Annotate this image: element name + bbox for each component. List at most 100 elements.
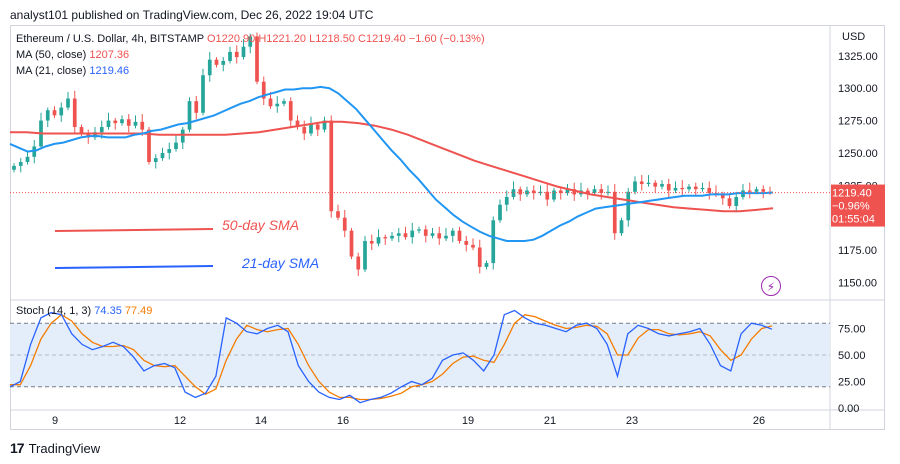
ma50-label[interactable]: MA (50, close) xyxy=(16,49,87,61)
candle-body xyxy=(194,101,199,113)
candle-body xyxy=(444,235,448,239)
candle-body xyxy=(599,189,604,194)
candle-body xyxy=(174,142,178,150)
candle-body xyxy=(201,75,205,113)
annotation-50-sma-line xyxy=(54,228,214,232)
candle-body xyxy=(59,107,64,116)
ma50-line xyxy=(10,120,774,213)
candle-body xyxy=(228,51,232,61)
candle-body xyxy=(511,189,516,197)
candle-body xyxy=(255,36,259,82)
candle-body xyxy=(126,119,131,126)
candle-body xyxy=(673,187,678,191)
candle-body xyxy=(45,110,50,121)
candle-body xyxy=(288,101,293,121)
publish-info: published on TradingView.com, Dec 26, 20… xyxy=(71,8,374,22)
candle-body xyxy=(430,233,435,236)
price-tick-label: 1275.00 xyxy=(838,116,878,128)
candle-body xyxy=(72,98,77,128)
candle-body xyxy=(241,46,246,58)
ma50-value: 1207.36 xyxy=(89,49,130,61)
candle-body xyxy=(140,121,145,130)
price-tick-label: 1325.00 xyxy=(838,51,878,63)
candle-body xyxy=(585,190,590,194)
candle-body xyxy=(423,229,428,236)
candle-body xyxy=(363,241,367,270)
price-tick-label: 1300.00 xyxy=(838,83,878,95)
candle-body xyxy=(160,152,165,159)
time-tick-label: 26 xyxy=(753,415,765,427)
candle-body xyxy=(761,189,766,192)
candle-body xyxy=(653,182,658,187)
candle-body xyxy=(329,120,334,212)
stoch-label[interactable]: Stoch (14, 1, 3) xyxy=(16,305,92,317)
stoch-tick-label: 25.00 xyxy=(838,377,866,389)
last-change-label: −0.96% xyxy=(832,201,870,213)
time-tick-label: 19 xyxy=(462,415,474,427)
candle-body xyxy=(410,230,415,238)
last-price-box xyxy=(831,184,885,227)
candle-body xyxy=(552,190,556,200)
candle-body xyxy=(302,127,307,134)
countdown-label: 01:55:04 xyxy=(832,214,875,226)
candle-body xyxy=(133,121,138,126)
candle-body xyxy=(214,59,219,65)
candle-body xyxy=(153,158,158,162)
candle-body xyxy=(221,60,226,65)
time-tick-label: 16 xyxy=(337,415,349,427)
candle-body xyxy=(660,184,664,187)
price-legend: Ethereum / U.S. Dollar, 4h, BITSTAMP O12… xyxy=(16,31,485,79)
candle-body xyxy=(187,101,192,130)
candle-body xyxy=(498,204,502,221)
candle-body xyxy=(275,103,280,107)
candle-body xyxy=(747,190,752,192)
candle-body xyxy=(315,124,320,130)
ma21-label[interactable]: MA (21, close) xyxy=(16,65,87,77)
candle-body xyxy=(167,149,172,153)
candle-body xyxy=(234,51,239,58)
candle-body xyxy=(464,241,469,245)
candle-body xyxy=(633,181,637,192)
candle-body xyxy=(369,241,374,244)
ma21-line xyxy=(9,85,774,242)
candle-body xyxy=(518,189,523,195)
tradingview-logo[interactable]: 17 TradingView xyxy=(10,440,100,456)
candle-body xyxy=(592,189,597,194)
lightning-icon[interactable]: ⚡ xyxy=(761,276,781,296)
candle-body xyxy=(545,191,550,200)
candle-body xyxy=(336,211,340,218)
stoch-tick-label: 50.00 xyxy=(838,350,866,362)
candle-body xyxy=(612,191,617,234)
annotation-50-sma: 50-day SMA xyxy=(222,217,300,233)
stoch-k-line xyxy=(9,309,773,404)
candle-body xyxy=(558,190,563,194)
price-tick-label: 1175.00 xyxy=(838,245,877,257)
publisher-name[interactable]: analyst101 xyxy=(10,8,69,22)
candle-body xyxy=(477,247,482,267)
time-tick-label: 9 xyxy=(52,415,58,427)
candle-body xyxy=(322,120,327,130)
candle-body xyxy=(93,132,97,138)
candle-body xyxy=(25,156,30,162)
candle-body xyxy=(99,127,104,133)
candle-body xyxy=(295,120,300,128)
candle-body xyxy=(720,194,725,199)
stoch-legend: Stoch (14, 1, 3) 74.35 77.49 xyxy=(16,305,152,317)
candle-body xyxy=(639,181,644,185)
candle-body xyxy=(66,98,70,108)
symbol-title[interactable]: Ethereum / U.S. Dollar, 4h, BITSTAMP xyxy=(16,33,204,45)
candle-body xyxy=(383,237,388,239)
candle-body xyxy=(565,189,570,194)
candle-body xyxy=(261,81,266,99)
candle-body xyxy=(491,220,496,264)
candle-body xyxy=(619,220,624,234)
stoch-d-line xyxy=(10,313,773,401)
candle-body xyxy=(450,230,455,236)
candle-body xyxy=(342,217,347,231)
price-axis-currency: USD xyxy=(842,31,865,43)
candle-body xyxy=(457,230,462,242)
time-tick-label: 14 xyxy=(255,415,267,427)
time-tick-label: 23 xyxy=(626,415,638,427)
